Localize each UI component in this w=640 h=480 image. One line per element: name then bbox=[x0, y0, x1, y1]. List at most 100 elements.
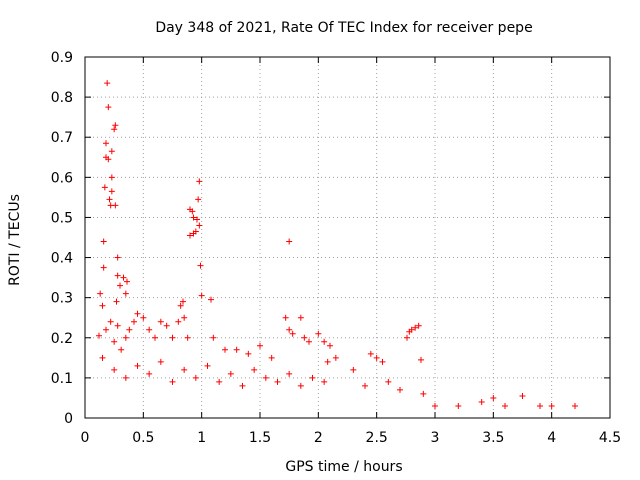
data-point bbox=[286, 238, 293, 245]
data-point bbox=[112, 202, 119, 209]
data-point bbox=[385, 378, 392, 385]
data-point bbox=[239, 382, 246, 389]
data-point bbox=[297, 382, 304, 389]
data-point bbox=[373, 354, 380, 361]
data-point bbox=[227, 370, 234, 377]
data-point bbox=[111, 366, 118, 373]
data-point bbox=[177, 302, 184, 309]
data-point bbox=[286, 370, 293, 377]
data-point bbox=[169, 334, 176, 341]
data-point bbox=[208, 296, 214, 303]
y-tick-label: 0 bbox=[64, 411, 73, 427]
x-tick-label: 4 bbox=[547, 430, 556, 446]
data-point bbox=[111, 126, 118, 133]
data-point bbox=[105, 156, 112, 163]
axis-ticks: 0 0.5 1 1.5 2 2.5 3 3.5 4 4.5 0 0.1 0.2 0.3 0.4 0.5 0.6 0… bbox=[51, 50, 621, 446]
data-point bbox=[106, 196, 113, 203]
data-point bbox=[118, 346, 125, 353]
data-point bbox=[157, 358, 164, 365]
x-tick-label: 1.5 bbox=[249, 430, 271, 446]
data-point bbox=[107, 318, 114, 325]
data-point bbox=[146, 370, 153, 377]
data-point bbox=[194, 216, 200, 223]
data-point bbox=[100, 264, 107, 271]
y-tick-label: 0.9 bbox=[51, 50, 73, 66]
data-point bbox=[97, 290, 104, 297]
data-point bbox=[233, 346, 240, 353]
data-point bbox=[103, 140, 109, 147]
x-tick-label: 1 bbox=[197, 430, 206, 446]
data-point bbox=[251, 366, 258, 373]
data-point bbox=[412, 324, 419, 331]
data-point bbox=[122, 334, 129, 341]
data-point bbox=[274, 378, 281, 385]
y-tick-label: 0.6 bbox=[51, 170, 73, 186]
x-tick-label: 2 bbox=[314, 430, 323, 446]
data-point bbox=[204, 362, 211, 369]
data-point bbox=[321, 338, 328, 345]
y-tick-label: 0.2 bbox=[51, 331, 73, 347]
data-point bbox=[418, 356, 424, 363]
data-point bbox=[306, 338, 312, 345]
data-point bbox=[210, 334, 217, 341]
chart-title: Day 348 of 2021, Rate Of TEC Index for r… bbox=[155, 20, 532, 36]
data-point bbox=[397, 386, 403, 393]
grid bbox=[85, 57, 610, 418]
data-point bbox=[134, 362, 141, 369]
data-point bbox=[190, 214, 197, 221]
data-point bbox=[131, 318, 137, 325]
data-point bbox=[286, 326, 293, 333]
data-point bbox=[408, 326, 415, 333]
data-point bbox=[404, 334, 410, 341]
data-point bbox=[297, 314, 304, 321]
data-point bbox=[126, 326, 133, 333]
data-point bbox=[455, 402, 462, 409]
data-point bbox=[187, 232, 193, 239]
data-point bbox=[152, 334, 158, 341]
data-point bbox=[432, 402, 438, 409]
data-points bbox=[96, 80, 578, 409]
data-point bbox=[175, 318, 182, 325]
data-point bbox=[114, 254, 121, 261]
data-point bbox=[190, 230, 197, 237]
data-point bbox=[268, 354, 275, 361]
data-point bbox=[222, 346, 228, 353]
data-point bbox=[350, 366, 357, 373]
data-point bbox=[113, 298, 120, 305]
data-point bbox=[192, 374, 199, 381]
data-point bbox=[216, 378, 223, 385]
y-tick-label: 0.8 bbox=[51, 90, 73, 106]
data-point bbox=[490, 394, 497, 401]
data-point bbox=[184, 334, 191, 341]
data-point bbox=[99, 302, 106, 309]
data-point bbox=[108, 148, 115, 155]
x-tick-label: 0.5 bbox=[132, 430, 154, 446]
x-tick-label: 3 bbox=[431, 430, 440, 446]
data-point bbox=[117, 282, 123, 289]
data-point bbox=[111, 338, 118, 345]
x-axis-label: GPS time / hours bbox=[285, 459, 402, 475]
x-tick-label: 3.5 bbox=[482, 430, 504, 446]
data-point bbox=[367, 350, 374, 357]
data-point bbox=[548, 402, 555, 409]
data-point bbox=[120, 274, 127, 281]
data-point bbox=[108, 188, 115, 195]
data-point bbox=[502, 402, 508, 409]
data-point bbox=[321, 378, 328, 385]
data-point bbox=[327, 342, 333, 349]
y-tick-label: 0.4 bbox=[51, 251, 73, 267]
data-point bbox=[122, 290, 129, 297]
data-point bbox=[257, 342, 263, 349]
data-point bbox=[157, 318, 164, 325]
plot-frame bbox=[84, 56, 611, 419]
data-point bbox=[519, 392, 526, 399]
data-point bbox=[289, 330, 296, 337]
data-point bbox=[478, 398, 485, 405]
data-point bbox=[198, 292, 205, 299]
data-point bbox=[180, 298, 186, 305]
data-point bbox=[282, 314, 289, 321]
data-point bbox=[134, 310, 141, 317]
data-point bbox=[104, 80, 111, 87]
y-tick-label: 0.1 bbox=[51, 371, 73, 387]
data-point bbox=[379, 358, 386, 365]
